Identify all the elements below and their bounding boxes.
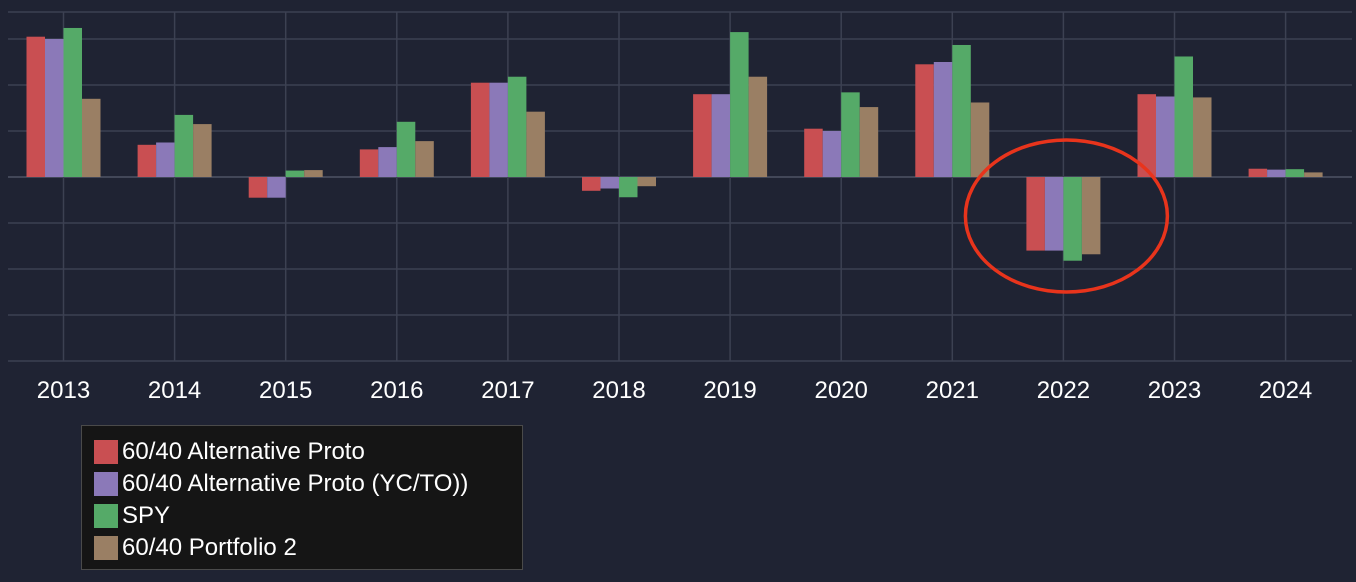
- legend-swatch: [94, 504, 118, 528]
- legend-item: SPY: [94, 500, 522, 532]
- bar: [600, 177, 619, 189]
- bar: [1044, 177, 1064, 251]
- legend: 60/40 Alternative Proto 60/40 Alternativ…: [81, 425, 523, 570]
- bar: [1156, 96, 1175, 177]
- bar: [970, 102, 990, 177]
- x-tick-label: 2019: [703, 377, 756, 404]
- bar: [1174, 56, 1193, 178]
- bar: [304, 170, 323, 177]
- bar: [248, 177, 268, 198]
- bar: [507, 76, 527, 177]
- legend-label: 60/40 Alternative Proto (YC/TO)): [122, 470, 469, 497]
- legend-swatch: [94, 440, 118, 464]
- legend-swatch: [94, 472, 118, 496]
- x-tick-label: 2021: [926, 377, 979, 404]
- legend-swatch: [94, 536, 118, 560]
- highlight-ellipse: [963, 138, 1170, 294]
- bar: [1193, 97, 1212, 177]
- bar: [804, 128, 823, 177]
- x-tick-label: 2023: [1148, 377, 1201, 404]
- legend-item: 60/40 Alternative Proto (YC/TO)): [94, 468, 522, 500]
- bar: [285, 170, 305, 177]
- bar: [1248, 168, 1268, 177]
- bar: [952, 44, 971, 178]
- bar: [174, 114, 194, 177]
- bar: [748, 76, 768, 177]
- x-tick-label: 2020: [815, 377, 868, 404]
- bar: [415, 141, 434, 177]
- x-tick-labels: 2013 2014 2015 2016 2017 2018 2019 2020 2021 2022…: [37, 377, 1312, 404]
- bar: [82, 98, 101, 177]
- bar: [1285, 169, 1305, 177]
- bar: [915, 64, 934, 177]
- bar: [730, 32, 749, 177]
- bar: [1267, 169, 1286, 177]
- legend-label: 60/40 Alternative Proto: [122, 438, 365, 465]
- bar: [45, 39, 64, 177]
- bar: [822, 131, 842, 177]
- legend-item: 60/40 Alternative Proto: [94, 436, 522, 468]
- bar: [859, 107, 879, 177]
- legend-label: SPY: [122, 502, 171, 529]
- bar: [637, 177, 656, 187]
- bar: [359, 149, 379, 177]
- bar: [619, 177, 638, 198]
- bar: [63, 27, 82, 178]
- bar: [711, 94, 731, 177]
- x-tick-label: 2015: [259, 377, 312, 404]
- x-tick-label: 2022: [1037, 377, 1090, 404]
- bar: [137, 144, 157, 177]
- bar: [526, 111, 545, 177]
- grid: [8, 11, 1352, 362]
- bars: [26, 27, 1323, 261]
- bar: [193, 124, 212, 177]
- x-tick-label: 2014: [148, 377, 201, 404]
- bar: [1063, 177, 1082, 261]
- x-tick-label: 2016: [370, 377, 423, 404]
- bar: [841, 92, 860, 177]
- x-tick-label: 2024: [1259, 377, 1312, 404]
- bar: [1026, 177, 1045, 251]
- bar: [396, 121, 416, 177]
- bar: [470, 82, 490, 177]
- bar: [1081, 177, 1101, 255]
- x-tick-label: 2013: [37, 377, 90, 404]
- legend-item: 60/40 Portfolio 2: [94, 532, 522, 564]
- x-tick-label: 2017: [481, 377, 534, 404]
- annotations: [963, 138, 1170, 294]
- bar: [267, 177, 286, 198]
- bar: [1137, 94, 1156, 177]
- bar: [378, 147, 397, 177]
- bar: [26, 36, 45, 178]
- bar: [1304, 172, 1323, 177]
- bar: [933, 62, 953, 177]
- bar: [693, 94, 712, 177]
- bar: [582, 177, 601, 191]
- bar: [489, 82, 508, 177]
- legend-label: 60/40 Portfolio 2: [122, 534, 297, 561]
- x-tick-label: 2018: [592, 377, 645, 404]
- bar: [156, 142, 175, 177]
